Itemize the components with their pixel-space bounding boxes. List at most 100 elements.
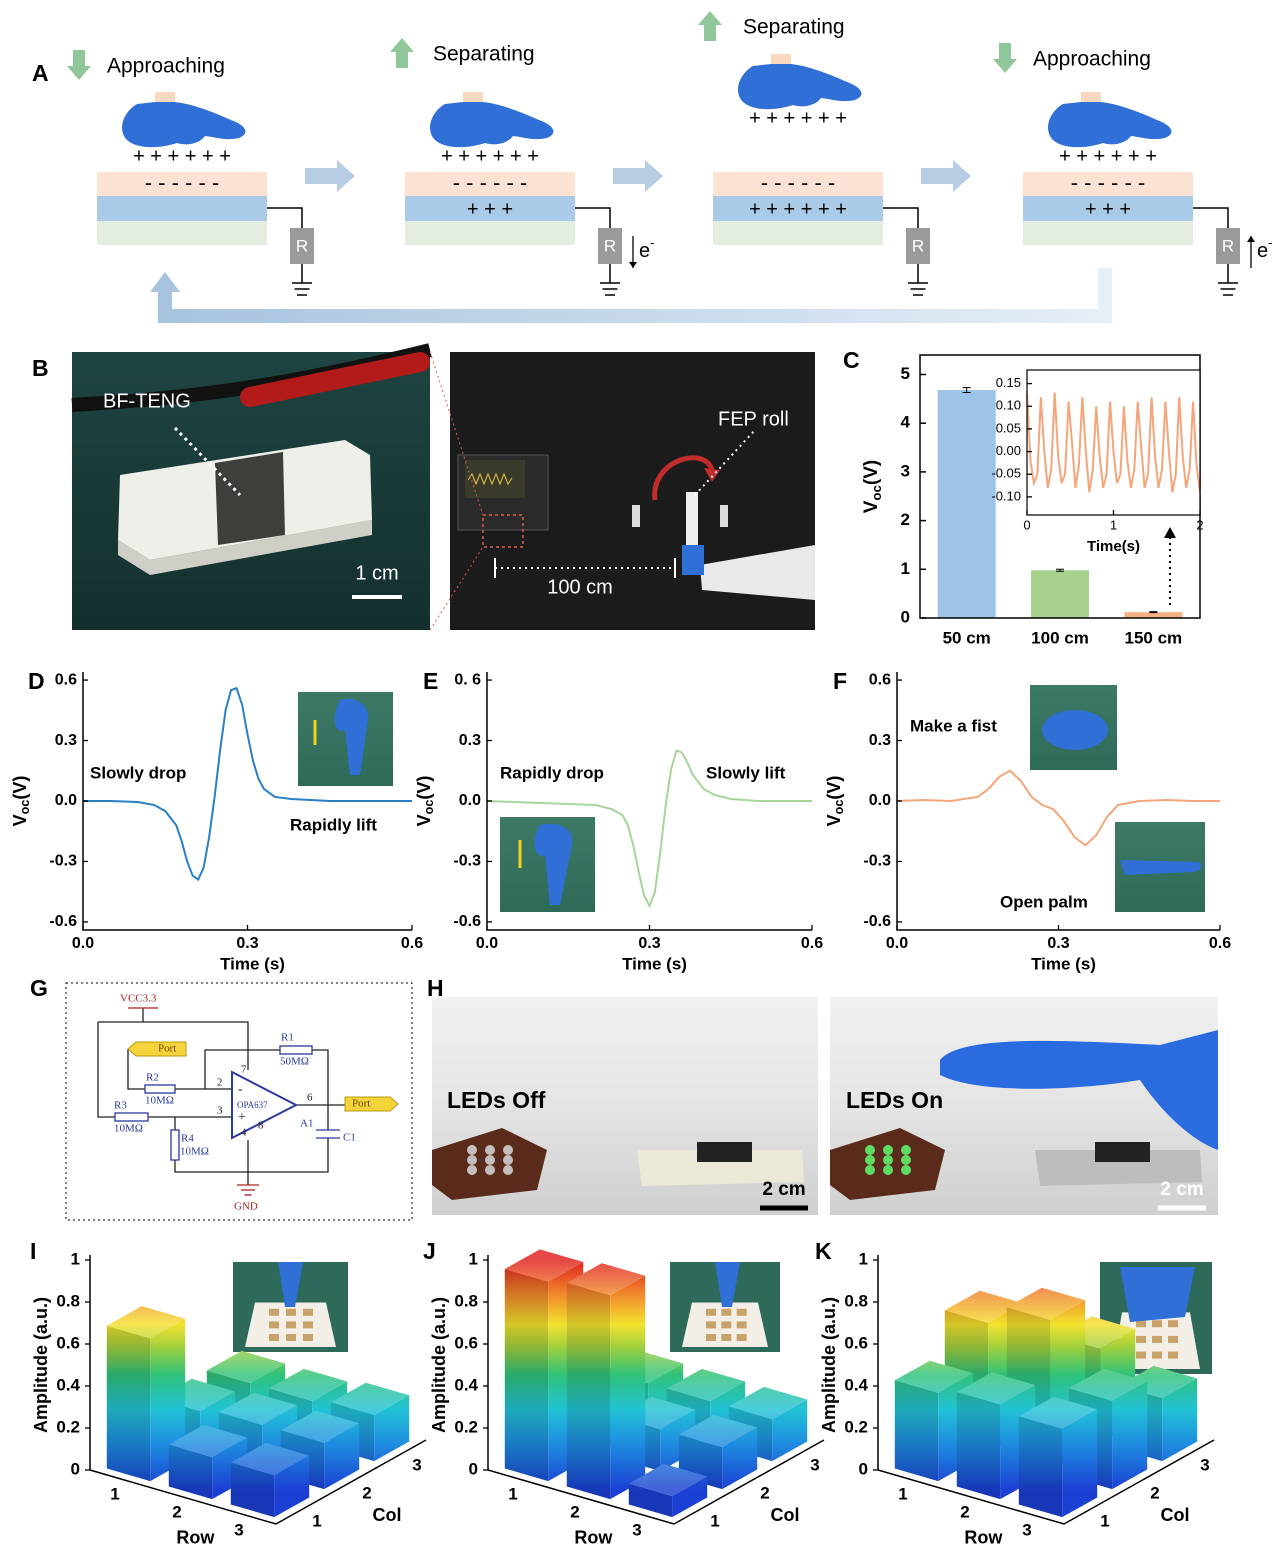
layer-charges: - - - - - - [145,170,220,195]
z-axis-label: Amplitude (a.u.) [31,1297,51,1433]
z-tick-label: 0.4 [844,1375,868,1394]
pad [737,1334,747,1341]
y-tick-label: 0.0 [55,792,77,809]
panel-label: F [833,668,847,694]
motion-arrow [993,43,1017,73]
led [865,1145,875,1155]
y-label-unit: (V) [414,776,434,800]
col-axis-label: Col [1161,1505,1190,1525]
y-label-main: V [10,814,30,826]
wire [883,208,918,228]
y-tick-label: 0.0 [459,792,481,809]
bar [938,390,996,618]
circuit-label: 50MΩ [280,1056,309,1068]
pad [286,1321,296,1328]
z-tick-label: 0 [71,1459,80,1478]
electron-sign: - [1268,235,1272,250]
z-tick-label: 0.2 [454,1417,478,1436]
step-arrow [613,160,663,192]
return-loop [165,268,1105,316]
row-tick-label: 2 [960,1502,969,1521]
circuit-label: 2 [217,1077,223,1089]
photo-label: BF-TENG [103,390,191,412]
electron-sign: - [650,235,654,250]
row-tick-label: 3 [1022,1520,1031,1539]
circuit-label: 10MΩ [114,1123,143,1135]
y-axis-label: Voc(V) [10,776,33,827]
circuit-label: 3 [217,1105,223,1117]
electron-label: e- [639,235,654,262]
pad [1168,1352,1178,1359]
holder [632,505,640,527]
z-tick-label: 0 [859,1459,868,1478]
pad [269,1309,279,1316]
circuit-label: 10MΩ [145,1095,174,1107]
circuit-label: GND [234,1201,258,1213]
col-tick-label: 2 [1150,1483,1159,1502]
circuit-label: VCC3.3 [120,993,157,1005]
electron: e [1257,240,1268,262]
col-tick-label: 2 [760,1483,769,1502]
y-label-unit: (V) [861,460,882,485]
col-tick-label: 3 [1200,1455,1209,1474]
led [901,1165,911,1175]
bar-3d [1019,1397,1097,1517]
hand [122,92,245,147]
layer-charges: - - - - - - [453,170,528,195]
circuit-label: OPA637 [237,1100,268,1110]
pad [737,1321,747,1328]
z-tick-label: 0.2 [56,1417,80,1436]
col-tick-label: 1 [1100,1511,1109,1530]
teng-film [1095,1142,1150,1162]
x-tick-label: 100 cm [1031,628,1089,647]
panel-label: G [30,975,48,1001]
annotation: Make a fist [910,716,997,735]
circuit-label: A1 [300,1118,313,1130]
z-tick-label: 0 [469,1459,478,1478]
col-tick-label: 3 [412,1455,421,1474]
layer-charges: - - - - - - [1071,170,1146,195]
cuff [1081,92,1101,102]
y-tick-label: 0.3 [869,732,891,749]
led [865,1155,875,1165]
x-tick-label: 2 [1196,517,1203,532]
panel-label: D [28,668,45,694]
figure: ABCDEFGHIJKApproaching+ + + + + +- - - -… [0,0,1279,1563]
x-tick-label: 0.6 [1209,935,1231,952]
wire [267,208,302,228]
bar-left-face-shade [1019,1416,1062,1517]
x-tick-label: 0.0 [886,935,908,952]
motion-arrow [390,38,414,68]
x-tick-label: 0.0 [476,935,498,952]
hand-charges: + + + + + + [133,145,231,167]
circuit-label: 8 [258,1120,264,1132]
x-tick-label: 0.6 [401,935,423,952]
hand-shape [430,92,553,147]
y-tick-label: -0.6 [453,913,481,930]
layer-mid [97,196,267,221]
motion-arrow [67,50,91,80]
cuff [771,54,791,64]
bar-front-face-shade [610,1276,645,1499]
wire [175,1160,248,1172]
y-tick-label: -0.6 [863,913,891,930]
pad [1136,1352,1146,1359]
hand [1048,92,1171,147]
return-head [150,272,180,292]
pad [1168,1336,1178,1343]
x-axis-label: Time(s) [1087,538,1140,555]
led [901,1145,911,1155]
pad [1168,1320,1178,1327]
y-tick-label: 1 [901,559,910,578]
y-tick-label: -0.05 [991,466,1021,481]
wire [1193,208,1228,228]
y-tick-label: 0.3 [459,732,481,749]
y-tick-label: 0.3 [55,732,77,749]
led [901,1155,911,1165]
y-tick-label: -0.10 [991,488,1021,503]
row-axis-label: Row [574,1527,613,1547]
z-tick-label: 0.6 [454,1333,478,1352]
col-axis-label: Col [771,1505,800,1525]
electron-label: e- [1257,235,1272,262]
y-tick-label: 3 [901,461,910,480]
